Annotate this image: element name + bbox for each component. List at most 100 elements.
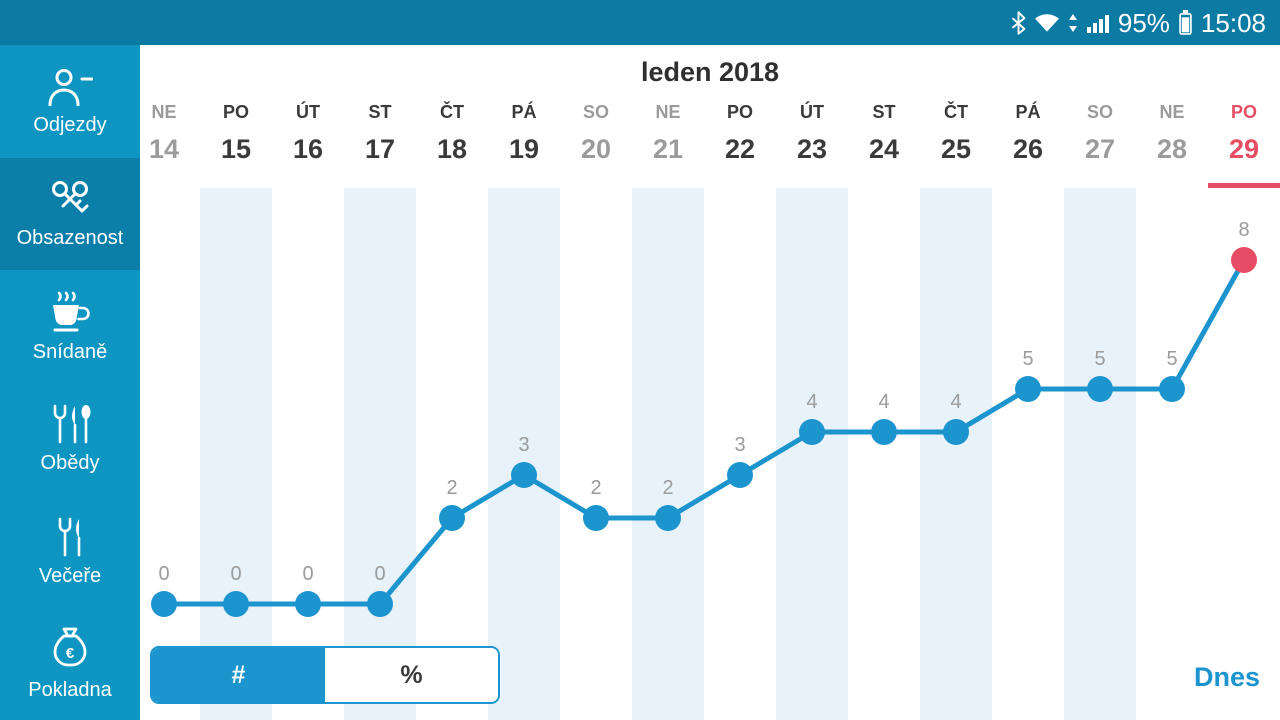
- day-number: 16: [292, 134, 324, 164]
- occupancy-series-line: [161, 257, 1247, 607]
- day-number: 27: [1084, 134, 1116, 164]
- day-number: 28: [1156, 134, 1188, 164]
- column-stripe: [632, 188, 704, 720]
- sidebar-item-label: Obsazenost: [16, 227, 124, 250]
- keys-icon: [49, 179, 91, 219]
- point-value-label: 2: [446, 477, 457, 499]
- column-stripe: [344, 188, 416, 720]
- day-name: SO: [582, 102, 609, 122]
- day-number: 22: [724, 134, 756, 164]
- point-value-label: 5: [1166, 348, 1177, 370]
- column-stripe: [200, 188, 272, 720]
- day-number: 19: [508, 134, 540, 164]
- money-bag-icon: €: [50, 627, 90, 671]
- battery-percent-text: 95%: [1117, 7, 1170, 38]
- point-value-label: 2: [590, 477, 601, 499]
- day-header-19: PÁ 19: [488, 103, 560, 163]
- day-header-14: NE 14: [140, 103, 200, 163]
- column-stripe: [920, 188, 992, 720]
- point-value-label: 4: [878, 391, 889, 413]
- data-point: [943, 419, 969, 445]
- data-point-today: [1231, 247, 1257, 273]
- signal-strength-icon: [1086, 11, 1110, 35]
- svg-text:€: €: [66, 645, 75, 662]
- day-name: PÁ: [1015, 102, 1041, 122]
- cutlery-trio-icon: [48, 404, 92, 444]
- unit-toggle: # %: [150, 646, 500, 704]
- sidebar-item-label: Odjezdy: [33, 113, 107, 136]
- day-header-26: PÁ 26: [992, 103, 1064, 163]
- day-header-17: ST 17: [344, 103, 416, 163]
- point-value-label: 0: [230, 563, 241, 585]
- sidebar-item-snidane[interactable]: Snídaně: [0, 270, 140, 383]
- day-name: NE: [1159, 102, 1185, 122]
- point-value-label: 0: [302, 563, 313, 585]
- sidebar-item-label: Večeře: [38, 564, 102, 587]
- day-header-29: PO 29: [1208, 103, 1280, 163]
- point-value-label: 3: [518, 434, 529, 456]
- data-point: [295, 591, 321, 617]
- day-header-28: NE 28: [1136, 103, 1208, 163]
- sidebar-item-obedy[interactable]: Obědy: [0, 383, 140, 496]
- point-value-label: 3: [734, 434, 745, 456]
- day-name: ÚT: [296, 102, 320, 122]
- day-name: ST: [872, 102, 896, 122]
- sidebar-item-obsazenost[interactable]: Obsazenost: [0, 157, 140, 270]
- data-point: [1087, 376, 1113, 402]
- day-header-20: SO 20: [560, 103, 632, 163]
- day-header-25: ČT 25: [920, 103, 992, 163]
- sidebar-item-label: Snídaně: [32, 340, 108, 363]
- sidebar-item-pokladna[interactable]: € Pokladna: [0, 608, 140, 720]
- today-indicator-bar: [1208, 183, 1280, 188]
- day-name: PO: [1230, 102, 1257, 122]
- page-title: leden 2018: [640, 57, 780, 87]
- day-name: SO: [1086, 102, 1113, 122]
- day-name: PO: [222, 102, 249, 122]
- day-header-22: PO 22: [704, 103, 776, 163]
- day-number: 18: [436, 134, 468, 164]
- sidebar-item-label: Pokladna: [28, 679, 112, 702]
- point-value-label: 0: [374, 563, 385, 585]
- point-value-label: 4: [806, 391, 817, 413]
- count-toggle-button[interactable]: #: [152, 648, 325, 702]
- sidebar: Odjezdy Obsazenost Snídaně Obědy Večeře € Pokl…: [0, 45, 140, 720]
- data-point: [655, 505, 681, 531]
- point-value-label: 2: [662, 477, 673, 499]
- day-number: 15: [220, 134, 252, 164]
- sidebar-item-vecere[interactable]: Večeře: [0, 495, 140, 608]
- column-stripe: [488, 188, 560, 720]
- day-name: NE: [655, 102, 681, 122]
- today-button[interactable]: Dnes: [1193, 662, 1260, 692]
- day-name: ÚT: [800, 102, 824, 122]
- data-point: [439, 505, 465, 531]
- sidebar-item-odjezdy[interactable]: Odjezdy: [0, 45, 140, 158]
- day-header-18: ČT 18: [416, 103, 488, 163]
- day-number: 26: [1012, 134, 1044, 164]
- data-point: [727, 462, 753, 488]
- fork-knife-icon: [53, 517, 87, 557]
- status-bar: 95% 15:08: [0, 0, 1280, 45]
- data-point: [871, 419, 897, 445]
- data-point: [1015, 376, 1041, 402]
- day-number: 25: [940, 134, 972, 164]
- data-point: [1159, 376, 1185, 402]
- day-name: ČT: [440, 102, 464, 122]
- day-number: 24: [868, 134, 900, 164]
- data-point: [511, 462, 537, 488]
- point-value-label: 5: [1094, 348, 1105, 370]
- day-number: 17: [364, 134, 396, 164]
- percent-toggle-button[interactable]: %: [325, 648, 498, 702]
- guest-departure-icon: [47, 68, 93, 106]
- day-name: ČT: [944, 102, 968, 122]
- wifi-icon: [1034, 13, 1060, 33]
- day-name: ST: [368, 102, 392, 122]
- day-header-16: ÚT 16: [272, 103, 344, 163]
- data-point: [151, 591, 177, 617]
- day-number: 14: [148, 134, 180, 164]
- point-value-label: 4: [950, 391, 961, 413]
- data-point: [223, 591, 249, 617]
- day-number: 23: [796, 134, 828, 164]
- point-value-label: 0: [158, 563, 169, 585]
